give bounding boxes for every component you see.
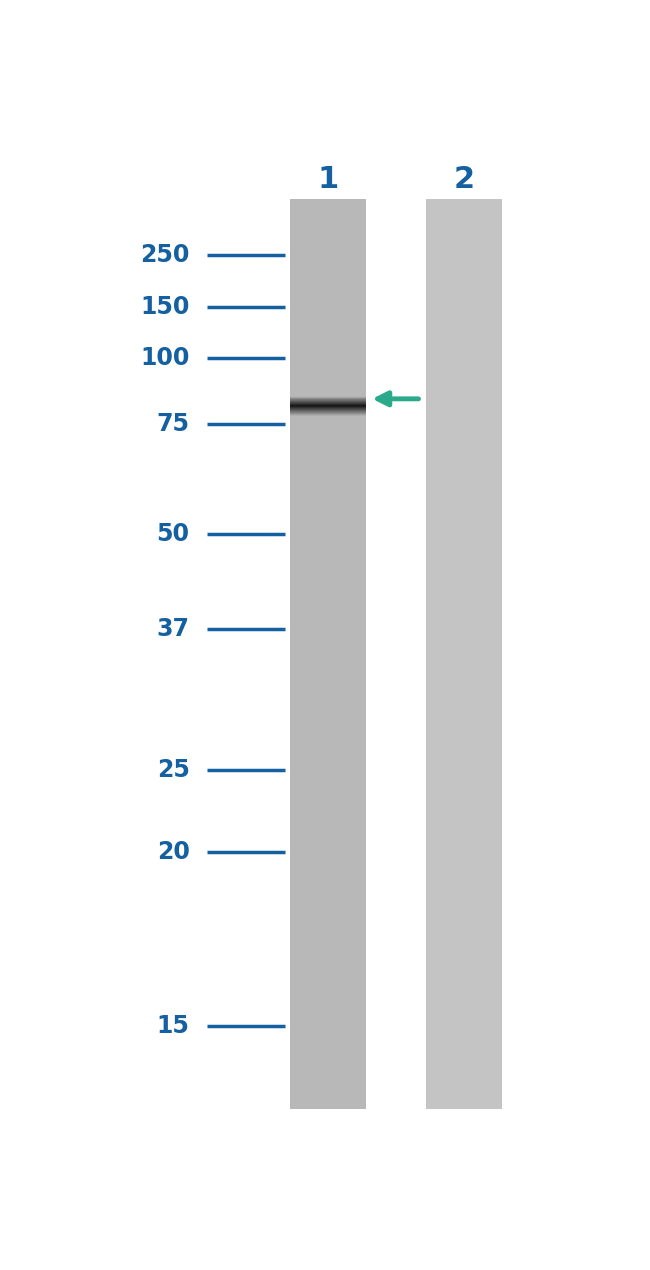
Bar: [291, 428, 366, 431]
Bar: [291, 387, 366, 391]
Bar: [291, 387, 366, 390]
Bar: [291, 423, 366, 427]
Bar: [291, 384, 366, 387]
Bar: [291, 418, 366, 420]
Bar: [291, 394, 366, 396]
Bar: [291, 424, 366, 428]
Bar: [291, 395, 366, 398]
Bar: [291, 424, 366, 427]
Bar: [291, 389, 366, 392]
Bar: [291, 425, 366, 429]
Bar: [291, 428, 366, 431]
Bar: [291, 425, 366, 428]
Bar: [291, 427, 366, 431]
Bar: [291, 395, 366, 398]
Bar: [291, 392, 366, 395]
Bar: [291, 423, 366, 425]
Bar: [291, 423, 366, 425]
Text: 20: 20: [157, 839, 190, 864]
Bar: [291, 427, 366, 429]
Bar: [291, 420, 366, 423]
Bar: [291, 422, 366, 424]
Bar: [291, 387, 366, 390]
Bar: [291, 394, 366, 396]
Bar: [426, 199, 502, 1109]
Text: 75: 75: [157, 413, 190, 437]
Bar: [291, 417, 366, 420]
Bar: [291, 417, 366, 419]
Bar: [291, 199, 366, 1109]
Bar: [291, 390, 366, 392]
Text: 50: 50: [157, 522, 190, 546]
Bar: [291, 418, 366, 420]
Bar: [291, 389, 366, 391]
Bar: [291, 390, 366, 394]
Text: 2: 2: [454, 165, 474, 194]
Bar: [291, 386, 366, 390]
Bar: [291, 422, 366, 425]
Bar: [291, 419, 366, 423]
Bar: [291, 425, 366, 428]
Bar: [291, 420, 366, 423]
Bar: [291, 386, 366, 389]
Bar: [291, 419, 366, 422]
Bar: [291, 386, 366, 389]
Bar: [291, 418, 366, 420]
Bar: [291, 392, 366, 395]
Bar: [291, 391, 366, 394]
Bar: [291, 427, 366, 429]
Text: 1: 1: [317, 165, 339, 194]
Text: 250: 250: [140, 243, 190, 267]
Bar: [291, 424, 366, 427]
Bar: [291, 384, 366, 386]
Bar: [291, 385, 366, 387]
Bar: [291, 391, 366, 395]
Bar: [291, 419, 366, 422]
Bar: [291, 394, 366, 398]
Bar: [291, 418, 366, 422]
Bar: [291, 423, 366, 425]
Bar: [291, 389, 366, 391]
Bar: [291, 392, 366, 396]
Text: 25: 25: [157, 758, 190, 782]
Text: 37: 37: [157, 617, 190, 640]
Bar: [291, 391, 366, 394]
Text: 15: 15: [157, 1013, 190, 1038]
Bar: [291, 385, 366, 389]
Bar: [291, 391, 366, 394]
Text: 150: 150: [140, 295, 190, 319]
Text: 100: 100: [140, 345, 190, 370]
Bar: [291, 422, 366, 424]
Bar: [291, 385, 366, 387]
Bar: [291, 420, 366, 424]
Bar: [291, 390, 366, 392]
Bar: [291, 386, 366, 389]
